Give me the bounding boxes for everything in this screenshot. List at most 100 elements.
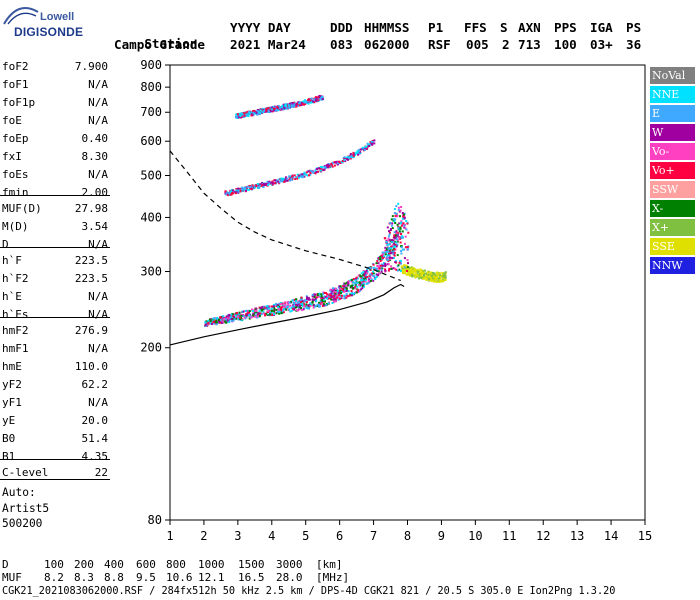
echo-point xyxy=(225,321,228,324)
echo-point xyxy=(413,268,416,270)
echo-point xyxy=(323,168,326,171)
echo-point xyxy=(444,274,447,277)
echo-point xyxy=(285,106,288,109)
echo-point xyxy=(334,287,337,290)
echo-point xyxy=(398,236,400,239)
echo-point xyxy=(245,316,248,319)
echo-point xyxy=(394,214,397,217)
header-station: Station xyxy=(144,36,198,51)
pps-value: 100 xyxy=(554,37,577,52)
echo-point xyxy=(297,303,300,306)
echo-point xyxy=(425,273,428,276)
echo-point xyxy=(346,155,349,158)
echo-point xyxy=(369,267,372,269)
echo-point xyxy=(243,316,246,319)
echo-point xyxy=(323,304,326,307)
echo-point xyxy=(247,114,250,117)
echo-point xyxy=(233,313,236,316)
echo-point xyxy=(294,306,297,309)
param-value: N/A xyxy=(88,396,108,409)
echo-point xyxy=(398,228,401,231)
echo-point xyxy=(340,291,343,293)
echo-point xyxy=(394,234,397,237)
echo-point xyxy=(360,279,363,282)
echo-point xyxy=(208,320,211,323)
echo-point xyxy=(284,103,287,106)
echo-point xyxy=(395,205,398,208)
echo-point xyxy=(405,264,408,267)
echo-point xyxy=(396,214,399,217)
echo-point xyxy=(332,298,335,301)
echo-point xyxy=(270,307,273,310)
echo-point xyxy=(237,313,240,316)
echo-point xyxy=(244,309,247,312)
echo-point xyxy=(441,275,444,277)
echo-point xyxy=(314,170,317,172)
echo-point xyxy=(345,284,348,287)
echo-point xyxy=(365,273,367,276)
echo-point xyxy=(284,306,287,309)
param-name: B0 xyxy=(2,432,16,445)
echo-point xyxy=(380,268,383,271)
echo-point xyxy=(268,182,271,185)
echo-point xyxy=(354,283,357,286)
echo-point xyxy=(257,187,260,189)
echo-point xyxy=(327,166,330,169)
echo-point xyxy=(389,228,392,230)
echo-point xyxy=(300,306,302,309)
echo-point xyxy=(386,226,389,229)
echo-point xyxy=(422,277,425,280)
echo-point xyxy=(339,285,342,288)
echo-point xyxy=(403,264,406,267)
echo-point xyxy=(290,178,293,180)
echo-point xyxy=(400,233,403,236)
date-value: 2021 Mar24 xyxy=(230,37,306,52)
auto-label: Auto: xyxy=(2,486,36,499)
echo-point xyxy=(253,109,256,112)
echo-point xyxy=(308,298,311,301)
echo-point xyxy=(273,310,276,313)
footer-cell: 800 xyxy=(166,558,186,571)
x-tick-label: 11 xyxy=(502,529,516,543)
echo-point xyxy=(391,240,394,243)
echo-point xyxy=(302,303,305,306)
x-tick-label: 9 xyxy=(438,529,445,543)
echo-point xyxy=(226,321,229,324)
param-row: foE N/A xyxy=(2,112,108,130)
echo-point xyxy=(315,300,318,303)
echo-point xyxy=(401,235,403,238)
echo-point xyxy=(269,313,272,316)
echo-point xyxy=(271,110,274,113)
echo-point xyxy=(327,163,330,166)
echo-point xyxy=(286,301,289,304)
echo-point xyxy=(302,100,305,103)
param-value: 20.0 xyxy=(81,414,109,427)
echo-point xyxy=(407,231,410,234)
echo-point xyxy=(389,222,392,224)
footer-cell: 8.8 xyxy=(104,571,124,584)
y-tick-label: 300 xyxy=(140,265,162,279)
echo-point xyxy=(437,272,440,275)
echo-point xyxy=(244,315,247,318)
echo-point xyxy=(228,321,231,324)
echo-point xyxy=(263,306,266,309)
echo-point xyxy=(282,308,285,311)
footer-cell: 3000 xyxy=(276,558,303,571)
param-row: yE 20.0 xyxy=(2,412,108,430)
echo-point xyxy=(400,220,403,223)
echo-point xyxy=(420,269,423,272)
param-name: foF1p xyxy=(2,96,36,109)
hhmmss-value: 062000 xyxy=(364,37,410,52)
echo-point xyxy=(397,206,400,209)
echo-point xyxy=(411,275,414,278)
echo-point xyxy=(227,192,230,195)
footer-muf-label: MUF xyxy=(2,571,22,584)
echo-point xyxy=(276,105,279,108)
echo-point xyxy=(327,297,330,300)
echo-point xyxy=(307,307,310,310)
echo-point xyxy=(387,237,390,240)
echo-point xyxy=(294,303,297,306)
echo-point xyxy=(339,297,341,300)
echo-point xyxy=(399,270,402,273)
echo-point xyxy=(334,289,337,292)
